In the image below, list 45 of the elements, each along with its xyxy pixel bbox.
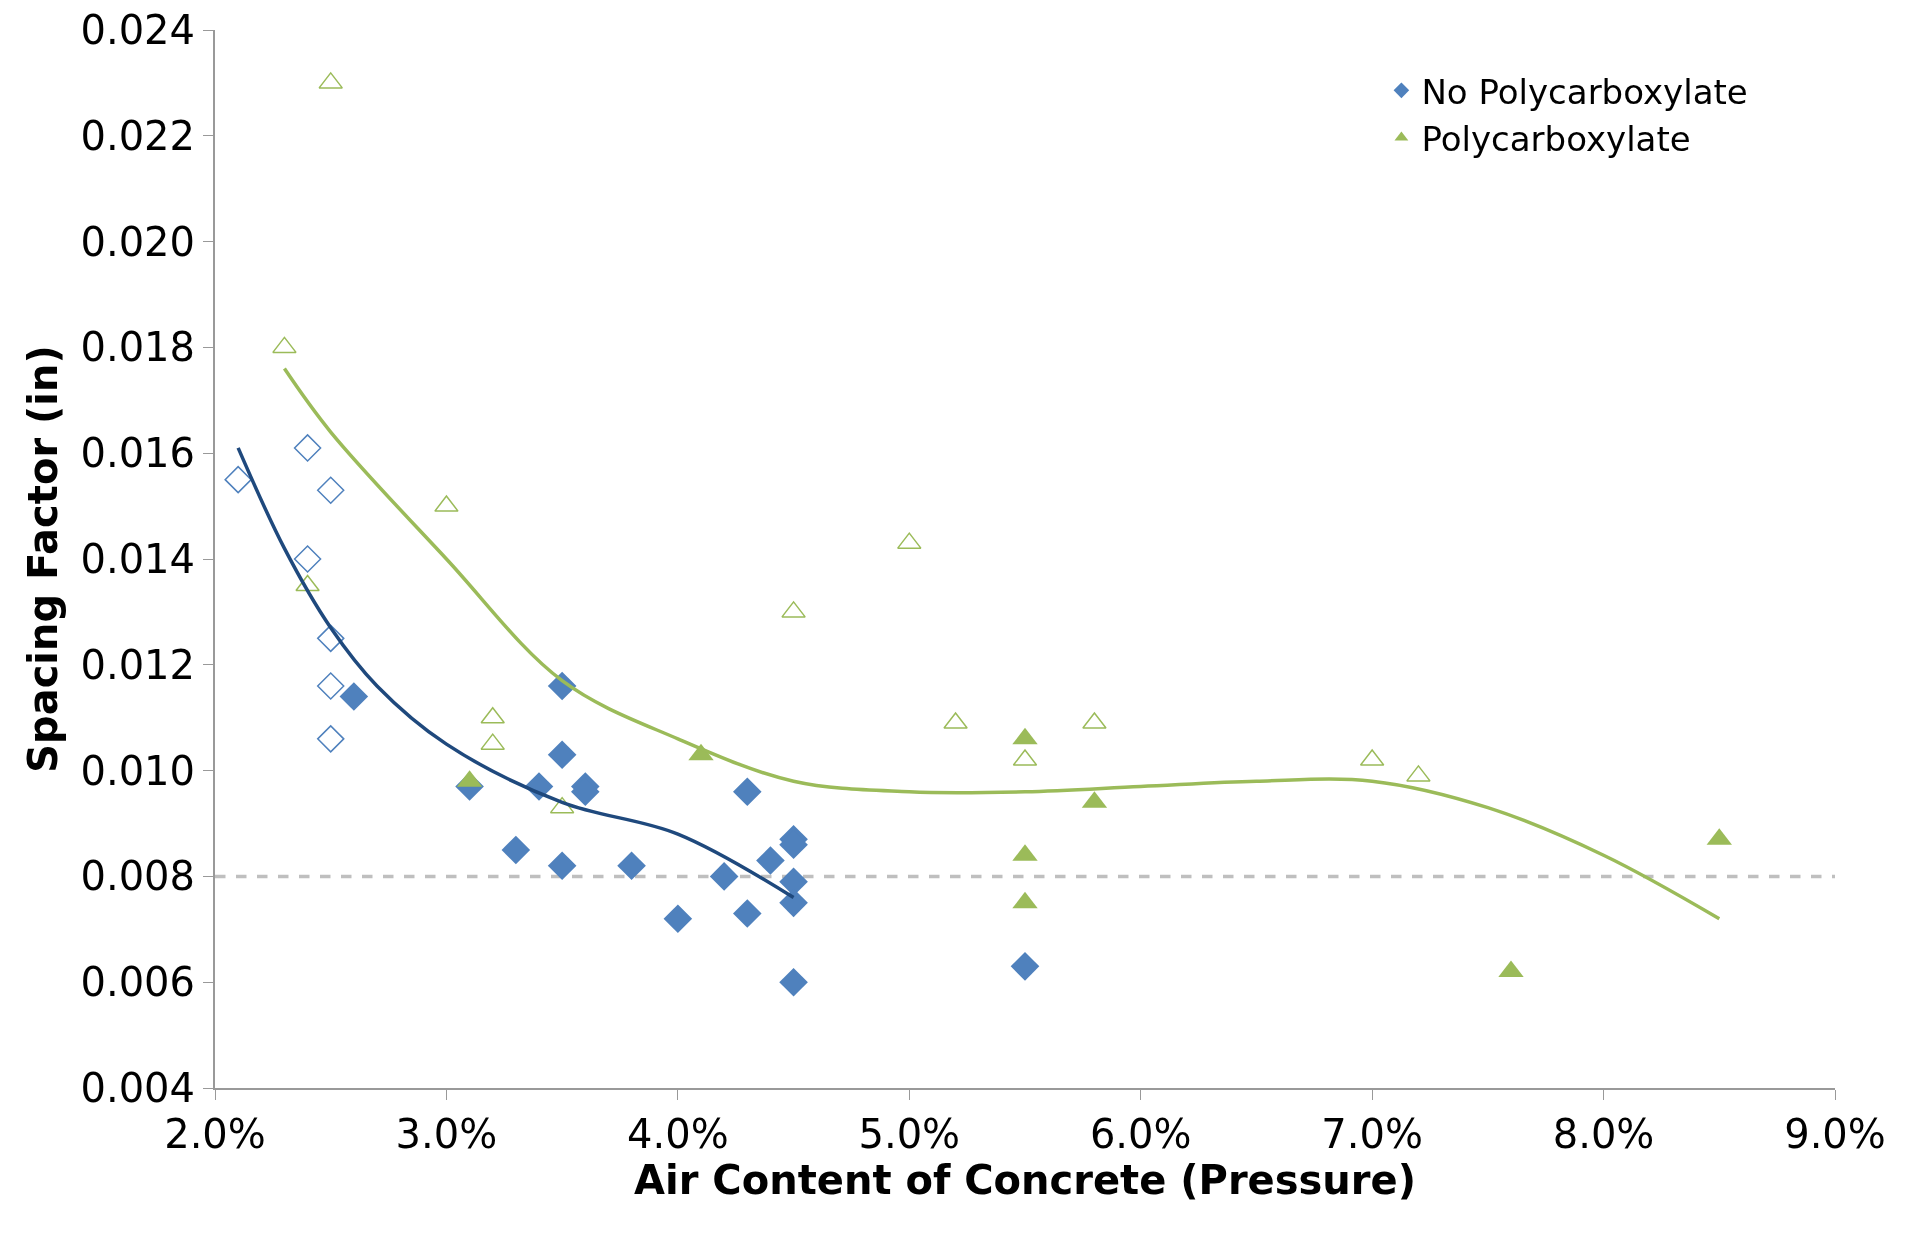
point	[224, 465, 252, 494]
point	[732, 777, 762, 807]
y-tick-label: 0.006	[80, 959, 195, 1006]
point	[501, 835, 531, 865]
x-tick-label: 4.0%	[627, 1111, 729, 1157]
point	[547, 740, 577, 770]
point	[756, 846, 785, 875]
point	[663, 904, 693, 934]
x-tick-label: 5.0%	[858, 1111, 961, 1157]
point	[293, 434, 322, 462]
x-tick-label: 9.0%	[1784, 1111, 1886, 1157]
point	[547, 851, 577, 881]
y-tick-label: 0.012	[80, 641, 195, 688]
y-tick-label: 0.020	[80, 218, 195, 265]
x-tick-label: 6.0%	[1089, 1111, 1192, 1157]
y-tick-label: 0.024	[80, 7, 195, 53]
point	[316, 725, 345, 753]
point	[316, 624, 345, 653]
point	[316, 476, 345, 504]
point	[709, 862, 739, 891]
point	[295, 574, 320, 592]
line-series	[282, 366, 1722, 921]
x-tick-label: 8.0%	[1552, 1111, 1655, 1157]
point	[316, 672, 345, 700]
point	[732, 899, 762, 928]
point	[293, 545, 322, 573]
x-tick-label: 7.0%	[1321, 1111, 1423, 1157]
legend-label: Polycarboxylate	[1421, 118, 1691, 159]
point	[779, 967, 808, 997]
point	[339, 682, 369, 711]
x-axis-title: Air Content of Concrete (Pressure)	[634, 1157, 1416, 1203]
x-tick-label: 2.0%	[164, 1111, 266, 1157]
point	[1010, 952, 1040, 981]
point	[617, 851, 646, 881]
y-axis-title: Spacing Factor (in)	[20, 345, 67, 773]
y-tick-label: 0.008	[80, 853, 195, 900]
y-tick-label: 0.016	[80, 430, 195, 477]
point	[272, 336, 297, 354]
y-tick-label: 0.010	[80, 747, 195, 794]
y-tick-label: 0.018	[80, 324, 195, 371]
y-tick-label: 0.014	[80, 536, 195, 582]
x-tick-label: 3.0%	[395, 1111, 498, 1157]
legend-label: No Polycarboxylate	[1421, 71, 1748, 112]
y-tick-label: 0.022	[80, 112, 195, 159]
y-tick-label: 0.004	[80, 1065, 195, 1111]
